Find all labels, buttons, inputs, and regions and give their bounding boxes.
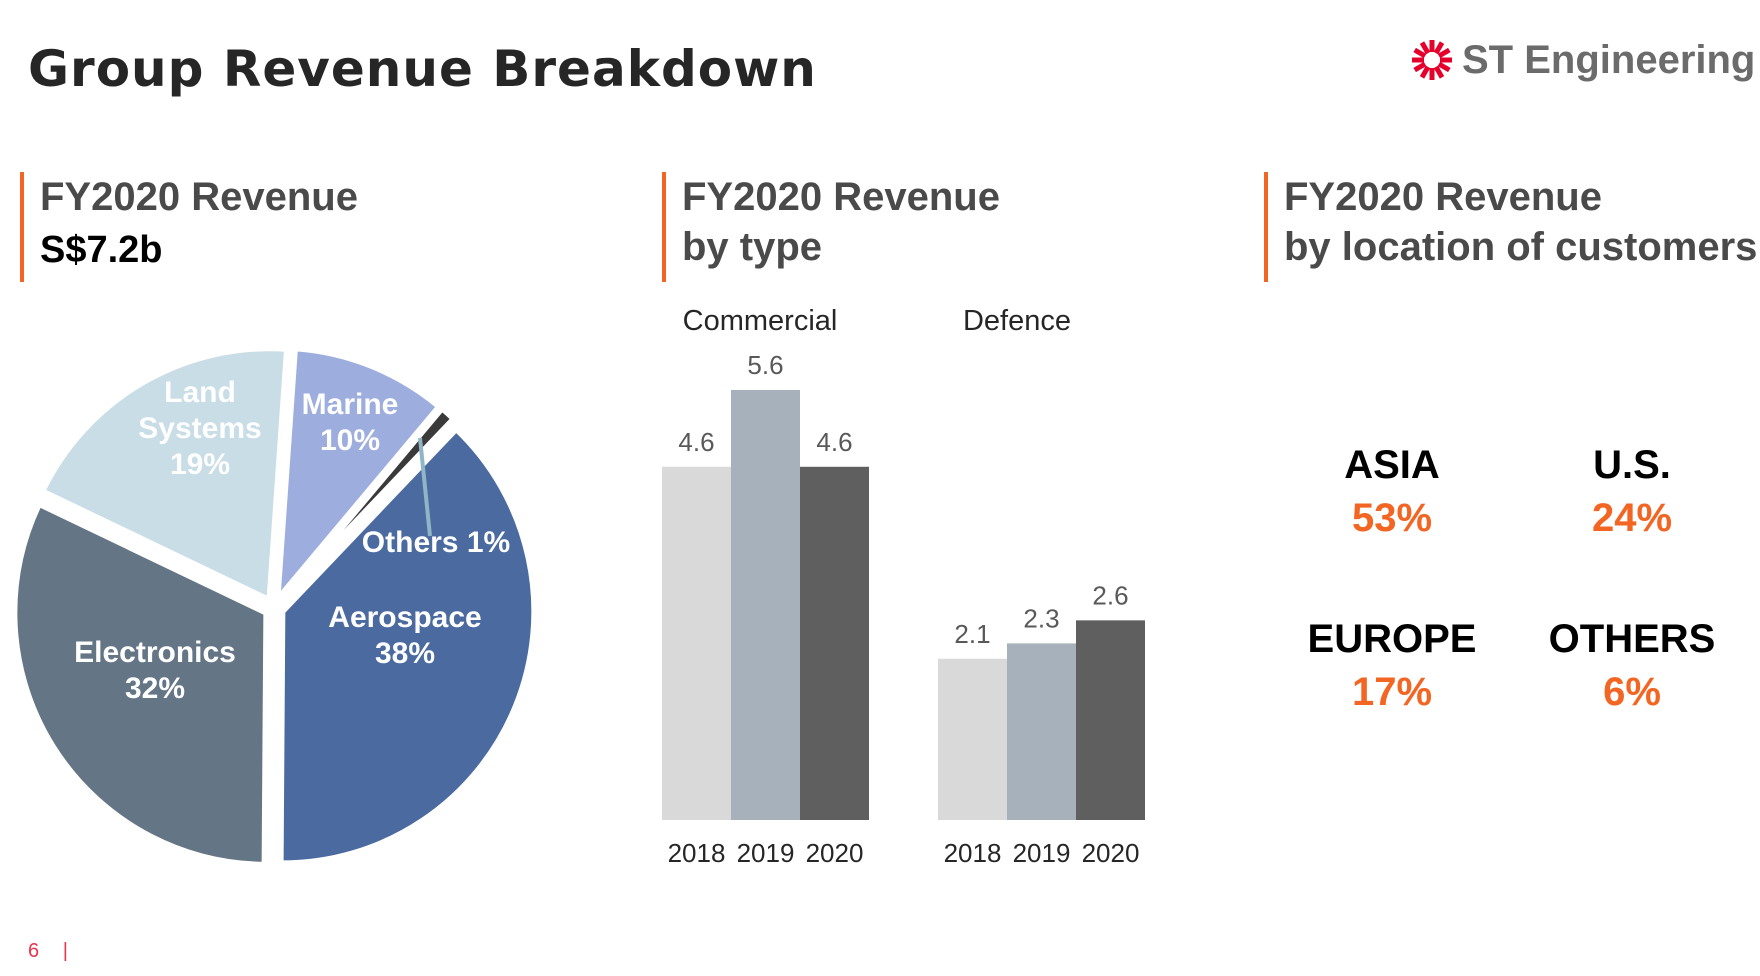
page-title: Group Revenue Breakdown — [28, 40, 817, 98]
bar-value-label: 2.3 — [1023, 603, 1059, 633]
location-asia: ASIA 53% — [1272, 440, 1512, 546]
starburst-ray — [1413, 47, 1427, 59]
pie-slice-label: Marine — [302, 388, 399, 421]
pie-slice — [11, 499, 270, 868]
bar-group-label: Defence — [963, 305, 1071, 337]
revenue-by-location-section: FY2020 Revenue by location of customers — [1264, 172, 1757, 282]
location-pct: 17% — [1351, 670, 1433, 714]
revenue-by-type-section: FY2020 Revenue by type — [662, 172, 1000, 282]
location-others: OTHERS 6% — [1512, 614, 1752, 720]
location-europe: EUROPE 17% — [1272, 614, 1512, 720]
revenue-by-location-heading-line1: FY2020 Revenue — [1284, 175, 1602, 219]
pie-slice-label: Systems — [138, 412, 261, 445]
bar-category-label: 2020 — [1082, 838, 1140, 868]
total-revenue-heading: FY2020 Revenue — [40, 175, 358, 219]
bar — [800, 466, 869, 820]
logo: ST Engineering — [1410, 30, 1755, 90]
pie-slice-label: 38% — [375, 637, 435, 670]
starburst-ray — [1419, 41, 1431, 55]
total-revenue-section: FY2020 Revenue S$7.2b — [20, 172, 358, 282]
bar-category-label: 2018 — [668, 838, 726, 868]
pie-slice-label: 10% — [320, 424, 380, 457]
pie-slice-label: Land — [164, 376, 236, 409]
bar-category-label: 2020 — [806, 838, 864, 868]
bar-value-label: 5.6 — [747, 350, 783, 380]
starburst-ray — [1433, 65, 1445, 79]
pie-slice-label: 32% — [125, 672, 185, 705]
bar — [938, 658, 1007, 820]
bar — [662, 466, 731, 820]
bar-value-label: 2.1 — [954, 619, 990, 649]
bar-category-label: 2019 — [1013, 838, 1071, 868]
footer: 6 | — [28, 940, 68, 963]
pie-slice — [273, 345, 444, 609]
others-leader-line — [418, 437, 432, 537]
bar-value-label: 4.6 — [816, 427, 852, 457]
bar — [1076, 620, 1145, 820]
starburst-icon — [1412, 40, 1452, 80]
starburst-ray — [1413, 61, 1427, 73]
bar-value-label: 2.6 — [1092, 580, 1128, 610]
bar-group-label: Commercial — [683, 305, 838, 337]
pie-slice — [277, 424, 538, 867]
starburst-ray — [1437, 47, 1451, 59]
location-name: ASIA — [1344, 443, 1440, 487]
pie-slice-label: 19% — [170, 448, 230, 481]
pie-slice-label: Electronics — [74, 636, 236, 669]
bar-category-label: 2018 — [944, 838, 1002, 868]
revenue-by-type-heading-line1: FY2020 Revenue — [682, 175, 1000, 219]
pie-slice — [38, 345, 291, 605]
location-pct: 24% — [1591, 496, 1673, 540]
pie-slice — [277, 404, 459, 604]
page-number: 6 — [28, 940, 40, 962]
location-pct: 53% — [1351, 496, 1433, 540]
location-us: U.S. 24% — [1512, 440, 1752, 546]
revenue-by-location-heading-line2: by location of customers — [1284, 225, 1758, 269]
bar-value-label: 4.6 — [678, 427, 714, 457]
pie-slice-label: Aerospace — [328, 601, 481, 634]
starburst-ray — [1437, 61, 1451, 73]
location-name: OTHERS — [1548, 617, 1716, 661]
footer-separator: | — [62, 940, 68, 962]
bar — [731, 390, 800, 820]
bar-category-label: 2019 — [737, 838, 795, 868]
starburst-ray — [1433, 41, 1445, 55]
revenue-by-type-heading-line2: by type — [682, 225, 823, 269]
location-pct: 6% — [1603, 670, 1661, 714]
location-name: U.S. — [1593, 443, 1671, 487]
total-revenue-value: S$7.2b — [40, 229, 163, 271]
location-name: EUROPE — [1307, 617, 1477, 661]
logo-text: ST Engineering — [1462, 37, 1756, 82]
bar — [1007, 643, 1076, 820]
starburst-ray — [1419, 65, 1431, 79]
pie-slice-label: Others 1% — [362, 526, 510, 559]
